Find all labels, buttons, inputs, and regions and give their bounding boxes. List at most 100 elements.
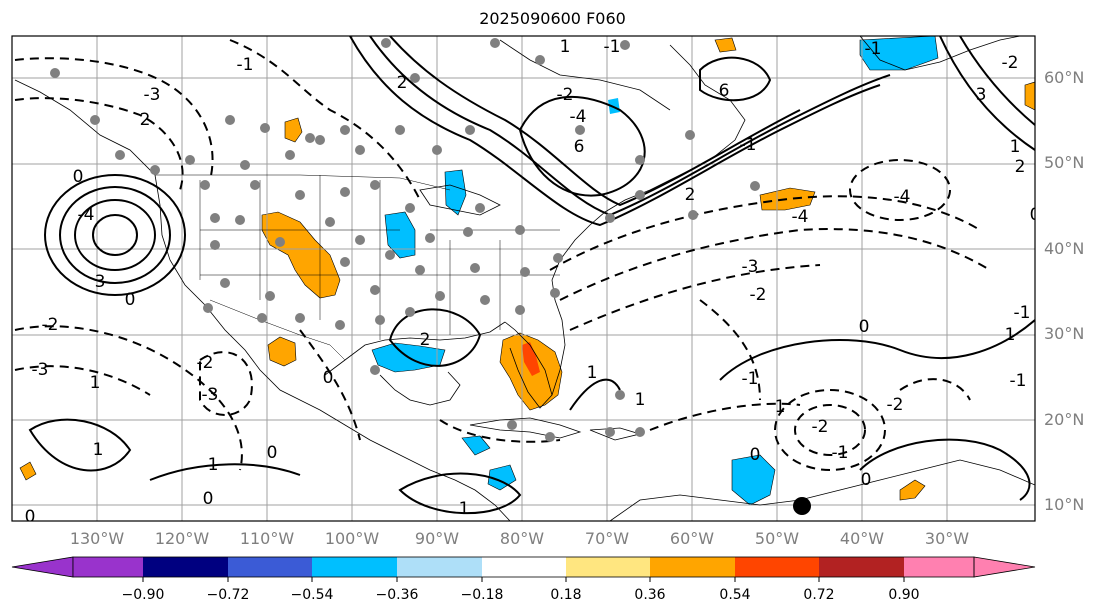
colorbar-tick-label: −0.90 bbox=[121, 587, 165, 603]
contour-label: 3 bbox=[95, 272, 106, 292]
negative-anomaly-central-america bbox=[461, 435, 491, 456]
contour-label: 6 bbox=[574, 137, 585, 157]
contour-label: -1 bbox=[604, 37, 621, 57]
colorbar-bin bbox=[566, 557, 650, 577]
colorbar-bin bbox=[650, 557, 735, 577]
contour-label: -3 bbox=[742, 257, 759, 277]
contour-label: 0 bbox=[861, 470, 872, 490]
south-america-coast bbox=[609, 459, 1035, 521]
colorbar-tick-label: 0.36 bbox=[634, 587, 666, 603]
strong-positive-anomaly-florida bbox=[522, 342, 540, 376]
lat-label: 60°N bbox=[1044, 68, 1085, 87]
lon-label: 90°W bbox=[414, 529, 460, 548]
map-area bbox=[12, 36, 1035, 521]
negative-anomaly-bay bbox=[608, 98, 620, 114]
lon-label: 130°W bbox=[69, 529, 125, 548]
cuba bbox=[469, 417, 582, 439]
colorbar-tick-label: 0.90 bbox=[888, 587, 920, 603]
positive-anomaly-canada bbox=[284, 117, 303, 143]
contours-positive bbox=[28, 36, 1035, 515]
lon-label: 70°W bbox=[584, 529, 630, 548]
borders bbox=[155, 174, 560, 361]
colorbar-tick-label: −0.54 bbox=[290, 587, 334, 603]
contour-label: 2 bbox=[685, 185, 696, 205]
yucatan bbox=[379, 371, 461, 406]
lat-label: 10°N bbox=[1044, 495, 1085, 514]
atlantic-coast bbox=[551, 44, 746, 396]
contour-label: 1 bbox=[90, 373, 101, 393]
colorbar-bin bbox=[819, 557, 904, 577]
contour-label: -1 bbox=[742, 369, 759, 389]
contour-label: -4 bbox=[570, 107, 587, 127]
contour-label: 1 bbox=[775, 397, 786, 417]
lon-label: 120°W bbox=[154, 529, 210, 548]
colorbar-bin bbox=[73, 557, 143, 577]
lat-label: 40°N bbox=[1044, 239, 1085, 258]
contour-label: -3 bbox=[144, 85, 161, 105]
colorbar-bin bbox=[312, 557, 397, 577]
black-marker-dot bbox=[793, 497, 811, 515]
contour-label: -1 bbox=[237, 55, 254, 75]
contour-label: 2 bbox=[420, 330, 431, 350]
contour-label: 2 bbox=[1015, 157, 1026, 177]
map-title: 2025090600 F060 bbox=[479, 9, 626, 28]
colorbar-tick-label: 0.54 bbox=[719, 587, 751, 603]
lon-label: 80°W bbox=[499, 529, 545, 548]
station-dots bbox=[50, 38, 760, 442]
positive-anomaly-northeast bbox=[1024, 81, 1035, 111]
contour-label: -2 bbox=[812, 417, 829, 437]
colorbar-bin bbox=[735, 557, 819, 577]
great-lakes bbox=[419, 184, 501, 216]
contours-negative bbox=[14, 39, 991, 471]
contour-label: 1 bbox=[208, 455, 219, 475]
lon-label: 30°W bbox=[924, 529, 970, 548]
negative-anomaly-lakes bbox=[444, 169, 467, 216]
contour-label: 1 bbox=[93, 440, 104, 460]
positive-anomaly-east-atlantic bbox=[899, 479, 926, 501]
negative-anomaly-tropical-atlantic bbox=[731, 454, 776, 506]
contour-label: -2 bbox=[887, 395, 904, 415]
contour-label: 1 bbox=[1010, 137, 1021, 157]
contour-label: 2 bbox=[397, 73, 408, 93]
contour-label: 6 bbox=[719, 81, 730, 101]
gulf-coast bbox=[324, 321, 506, 376]
contour-label: -2 bbox=[750, 285, 767, 305]
colorbar-bin bbox=[143, 557, 228, 577]
colorbar-tick-label: −0.72 bbox=[206, 587, 250, 603]
contour-label: 0 bbox=[125, 290, 136, 310]
colorbar bbox=[11, 556, 1036, 582]
contour-label: -2 bbox=[42, 315, 59, 335]
contour-label: -2 bbox=[557, 85, 574, 105]
contour-label: -4 bbox=[792, 207, 809, 227]
contour-labels: -1 2 1 -1 6 -1 6 -4 3 -2 -2 1 2 -4 -3 0 … bbox=[25, 37, 1041, 527]
positive-anomaly-mexico bbox=[267, 336, 297, 367]
contour-label: -1 bbox=[1014, 303, 1031, 323]
coastlines bbox=[14, 36, 1035, 521]
hudson-bay bbox=[499, 39, 671, 111]
colorbar-tick-label: −0.36 bbox=[375, 587, 419, 603]
contour-label: -1 bbox=[740, 135, 757, 155]
contour-label: 0 bbox=[859, 317, 870, 337]
lon-label: 60°W bbox=[669, 529, 715, 548]
lat-label: 20°N bbox=[1044, 410, 1085, 429]
contour-label: 0 bbox=[1030, 205, 1041, 225]
contour-label: -4 bbox=[78, 205, 95, 225]
contour-label: 0 bbox=[203, 489, 214, 509]
contour-label: -3 bbox=[202, 385, 219, 405]
lon-label: 100°W bbox=[324, 529, 380, 548]
positive-anomaly-greenland bbox=[714, 37, 737, 53]
contour-label: -1 bbox=[865, 39, 882, 59]
contour-label: 1 bbox=[587, 363, 598, 383]
lon-label: 40°W bbox=[839, 529, 885, 548]
contour-label: -3 bbox=[32, 360, 49, 380]
lat-label: 50°N bbox=[1044, 153, 1085, 172]
contour-label: 1 bbox=[1005, 325, 1016, 345]
map-frame bbox=[11, 35, 1036, 522]
shaded-anomalies bbox=[19, 36, 1035, 506]
contour-label: 0 bbox=[25, 507, 36, 527]
colorbar-bin bbox=[904, 557, 974, 577]
contour-label: -4 bbox=[894, 187, 911, 207]
contour-label: 0 bbox=[73, 167, 84, 187]
contour-label: 0 bbox=[750, 445, 761, 465]
